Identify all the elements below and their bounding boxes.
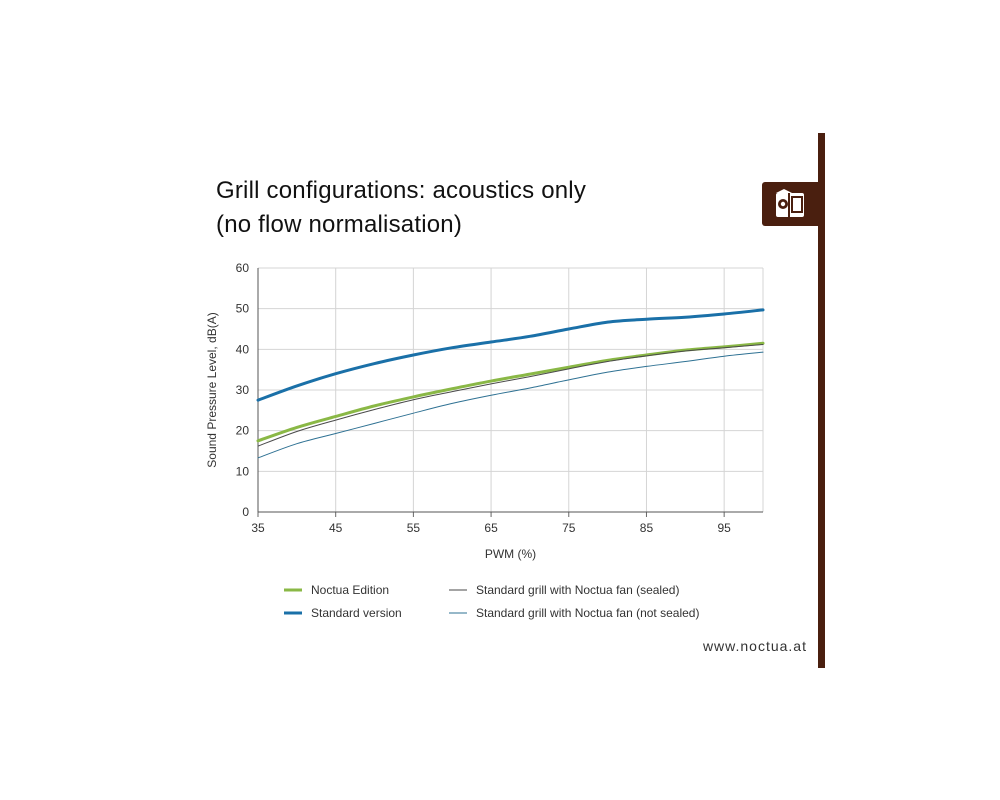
website-url: www.noctua.at [702, 638, 807, 654]
brand-bar [818, 133, 825, 668]
x-tick-label: 35 [251, 521, 265, 535]
x-axis-title: PWM (%) [485, 547, 536, 561]
x-tick-label: 75 [562, 521, 576, 535]
y-tick-label: 60 [236, 261, 250, 275]
y-axis-title: Sound Pressure Level, dB(A) [205, 312, 219, 467]
axes-layer: 0 10 20 30 40 50 60 35 45 55 65 75 85 95 [236, 261, 763, 535]
legend-label-1: Standard version [311, 606, 402, 620]
series-line-3 [257, 351, 764, 459]
legend: Noctua Edition Standard version Standard g… [284, 583, 699, 620]
legend-label-0: Noctua Edition [311, 583, 389, 597]
chart-title: Grill configurations: acoustics only (no… [216, 174, 586, 242]
x-tick-label: 95 [717, 521, 731, 535]
series-layer [256, 308, 765, 459]
legend-label-3: Standard grill with Noctua fan (not seal… [476, 606, 699, 620]
series-line-0 [256, 341, 765, 443]
x-tick-label: 85 [640, 521, 654, 535]
chart-title-line2: (no flow normalisation) [216, 211, 463, 238]
x-tick-label: 65 [484, 521, 498, 535]
y-tick-label: 20 [236, 424, 250, 438]
series-line-2 [257, 343, 764, 447]
y-tick-label: 10 [236, 464, 250, 478]
y-tick-label: 50 [236, 302, 250, 316]
legend-label-2: Standard grill with Noctua fan (sealed) [476, 583, 679, 597]
y-tick-label: 30 [236, 383, 250, 397]
y-tick-label: 40 [236, 342, 250, 356]
series-line-1 [256, 308, 765, 402]
y-tick-label: 0 [242, 505, 249, 519]
x-tick-label: 55 [407, 521, 421, 535]
chart-title-line1: Grill configurations: acoustics only [216, 177, 587, 204]
owl-logo-icon [762, 182, 822, 226]
grid-layer [257, 267, 764, 513]
x-tick-label: 45 [329, 521, 343, 535]
